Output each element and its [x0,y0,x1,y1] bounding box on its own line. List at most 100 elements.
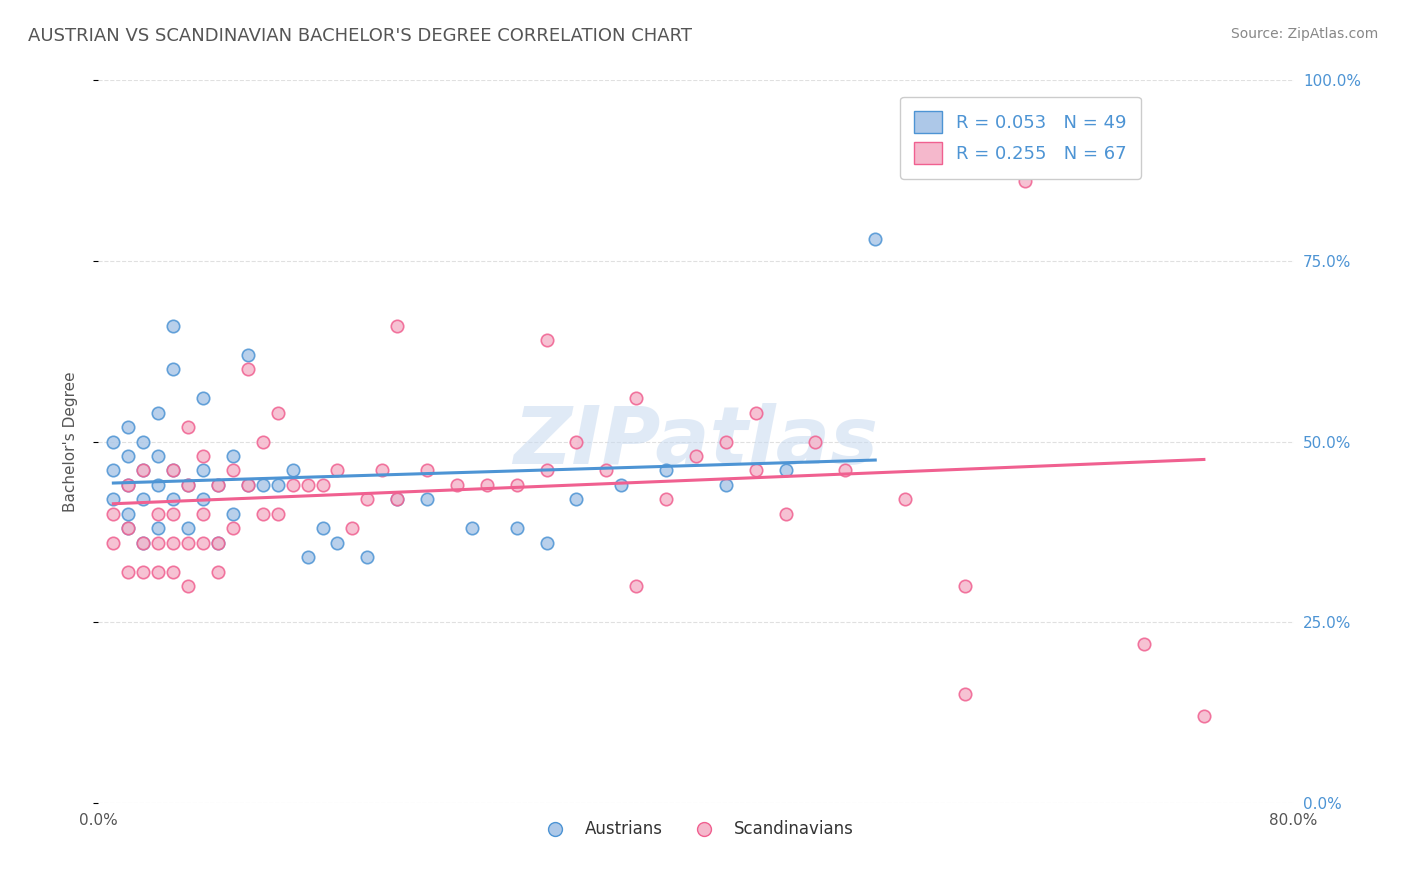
Point [162,565,184,579]
Point [177,521,200,535]
Point [953,687,976,701]
Point [191,463,214,477]
Point [117,521,139,535]
Point [281,463,304,477]
Point [162,507,184,521]
Point [626,391,648,405]
Point [117,521,139,535]
Point [371,463,394,477]
Point [326,535,349,549]
Point [191,449,214,463]
Point [236,478,259,492]
Legend: Austrians, Scandinavians: Austrians, Scandinavians [531,814,860,845]
Y-axis label: Bachelor's Degree: Bachelor's Degree [63,371,77,512]
Point [685,449,707,463]
Point [416,492,439,507]
Point [326,463,349,477]
Point [385,318,409,333]
Point [162,318,184,333]
Point [595,463,617,477]
Point [132,492,155,507]
Point [222,449,245,463]
Point [117,478,139,492]
Point [626,579,648,593]
Point [132,434,155,449]
Point [311,521,333,535]
Point [461,521,484,535]
Point [177,478,200,492]
Point [311,478,333,492]
Point [148,406,170,420]
Point [565,492,588,507]
Point [148,478,170,492]
Point [191,535,214,549]
Point [148,449,170,463]
Point [103,434,125,449]
Point [207,478,229,492]
Point [103,463,125,477]
Point [356,492,378,507]
Point [281,478,304,492]
Point [236,362,259,376]
Point [1073,160,1095,174]
Point [162,362,184,376]
Point [252,434,274,449]
Point [834,463,856,477]
Point [252,478,274,492]
Point [565,434,588,449]
Point [103,507,125,521]
Point [117,420,139,434]
Point [953,579,976,593]
Point [804,434,827,449]
Point [162,492,184,507]
Point [775,463,797,477]
Text: Source: ZipAtlas.com: Source: ZipAtlas.com [1230,27,1378,41]
Point [132,463,155,477]
Point [191,391,214,405]
Point [132,463,155,477]
Point [132,565,155,579]
Point [117,478,139,492]
Point [267,478,290,492]
Point [103,492,125,507]
Point [148,521,170,535]
Point [177,579,200,593]
Point [297,550,319,565]
Point [506,521,529,535]
Point [103,535,125,549]
Point [506,478,529,492]
Point [356,550,378,565]
Point [162,463,184,477]
Point [236,348,259,362]
Point [714,434,737,449]
Point [536,334,558,348]
Point [267,507,290,521]
Point [894,492,917,507]
Point [342,521,364,535]
Point [148,565,170,579]
Point [207,535,229,549]
Point [117,507,139,521]
Point [1133,637,1156,651]
Point [177,478,200,492]
Point [207,565,229,579]
Point [191,507,214,521]
Point [236,478,259,492]
Point [132,535,155,549]
Point [536,535,558,549]
Point [207,478,229,492]
Point [177,535,200,549]
Point [297,478,319,492]
Point [745,463,768,477]
Point [775,507,797,521]
Point [1192,709,1215,723]
Point [117,565,139,579]
Point [610,478,633,492]
Point [117,449,139,463]
Point [252,507,274,521]
Point [865,232,887,246]
Text: AUSTRIAN VS SCANDINAVIAN BACHELOR'S DEGREE CORRELATION CHART: AUSTRIAN VS SCANDINAVIAN BACHELOR'S DEGR… [28,27,692,45]
Point [177,420,200,434]
Point [191,492,214,507]
Point [536,463,558,477]
